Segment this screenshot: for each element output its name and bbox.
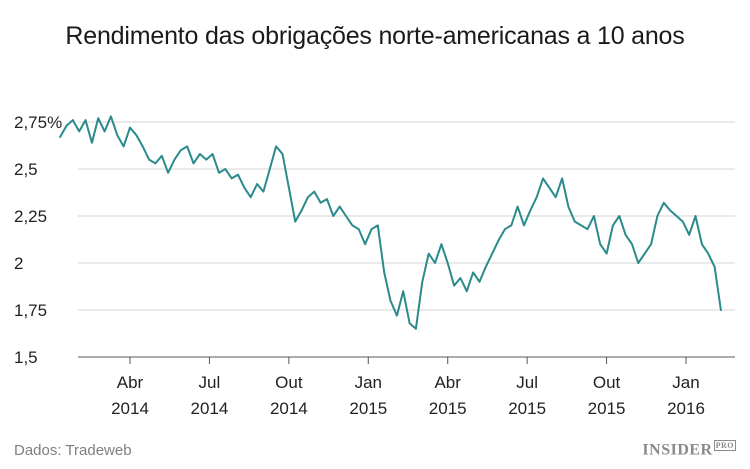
x-tick-label-year: 2016: [667, 399, 705, 418]
data-source: Dados: Tradeweb: [14, 442, 132, 459]
x-tick-label-year: 2014: [111, 399, 149, 418]
y-tick-label: 1,75: [14, 301, 47, 320]
brand-logo: INSIDER PRO: [642, 440, 736, 459]
x-tick-label-year: 2015: [349, 399, 387, 418]
x-tick-label-month: Jul: [516, 373, 538, 392]
series-line: [59, 115, 722, 330]
x-tick-label-month: Abr: [117, 373, 144, 392]
x-tick-label-month: Jul: [199, 373, 221, 392]
x-tick-label-month: Out: [593, 373, 621, 392]
x-tick-label-year: 2015: [429, 399, 467, 418]
x-tick-label-year: 2015: [508, 399, 546, 418]
chart-title: Rendimento das obrigações norte-american…: [65, 22, 685, 50]
x-tick-label-year: 2015: [588, 399, 626, 418]
y-tick-label: 2,25: [14, 207, 47, 226]
x-tick-label-month: Jan: [355, 373, 382, 392]
brand-sub: PRO: [713, 440, 736, 451]
x-tick-label-year: 2014: [191, 399, 229, 418]
y-tick-label: 2: [14, 254, 23, 273]
y-tick-label: 2,75%: [14, 113, 62, 132]
x-tick-label-month: Out: [275, 373, 303, 392]
brand-name: INSIDER: [642, 441, 713, 459]
x-tick-label-year: 2014: [270, 399, 308, 418]
y-tick-label: 1,5: [14, 348, 38, 367]
y-tick-label: 2,5: [14, 160, 38, 179]
x-tick-label-month: Abr: [434, 373, 461, 392]
x-tick-label-month: Jan: [672, 373, 699, 392]
